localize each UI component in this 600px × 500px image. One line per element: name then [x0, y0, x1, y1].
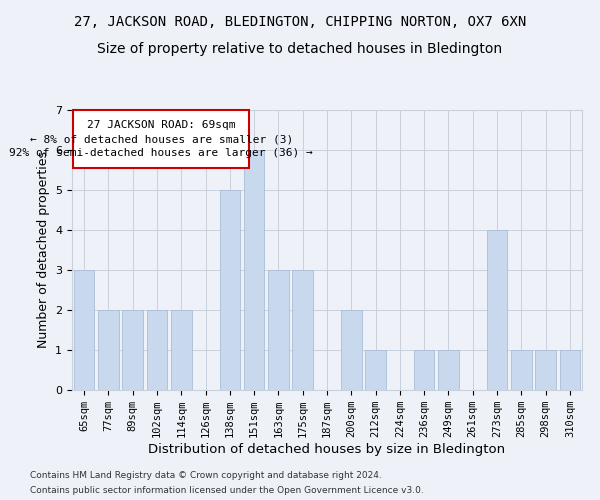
- Bar: [487, 230, 508, 390]
- Bar: [98, 310, 119, 390]
- Bar: [414, 350, 434, 390]
- Bar: [244, 150, 265, 390]
- Y-axis label: Number of detached properties: Number of detached properties: [37, 152, 50, 348]
- Text: 27 JACKSON ROAD: 69sqm
← 8% of detached houses are smaller (3)
92% of semi-detac: 27 JACKSON ROAD: 69sqm ← 8% of detached …: [10, 120, 313, 158]
- X-axis label: Distribution of detached houses by size in Bledington: Distribution of detached houses by size …: [148, 443, 506, 456]
- Bar: [146, 310, 167, 390]
- Text: 27, JACKSON ROAD, BLEDINGTON, CHIPPING NORTON, OX7 6XN: 27, JACKSON ROAD, BLEDINGTON, CHIPPING N…: [74, 15, 526, 29]
- Bar: [268, 270, 289, 390]
- Bar: [511, 350, 532, 390]
- Bar: [560, 350, 580, 390]
- Bar: [535, 350, 556, 390]
- Bar: [74, 270, 94, 390]
- Text: Contains public sector information licensed under the Open Government Licence v3: Contains public sector information licen…: [30, 486, 424, 495]
- Bar: [73, 110, 249, 168]
- Bar: [122, 310, 143, 390]
- Text: Contains HM Land Registry data © Crown copyright and database right 2024.: Contains HM Land Registry data © Crown c…: [30, 471, 382, 480]
- Bar: [341, 310, 362, 390]
- Bar: [292, 270, 313, 390]
- Bar: [171, 310, 191, 390]
- Text: Size of property relative to detached houses in Bledington: Size of property relative to detached ho…: [97, 42, 503, 56]
- Bar: [220, 190, 240, 390]
- Bar: [438, 350, 459, 390]
- Bar: [365, 350, 386, 390]
